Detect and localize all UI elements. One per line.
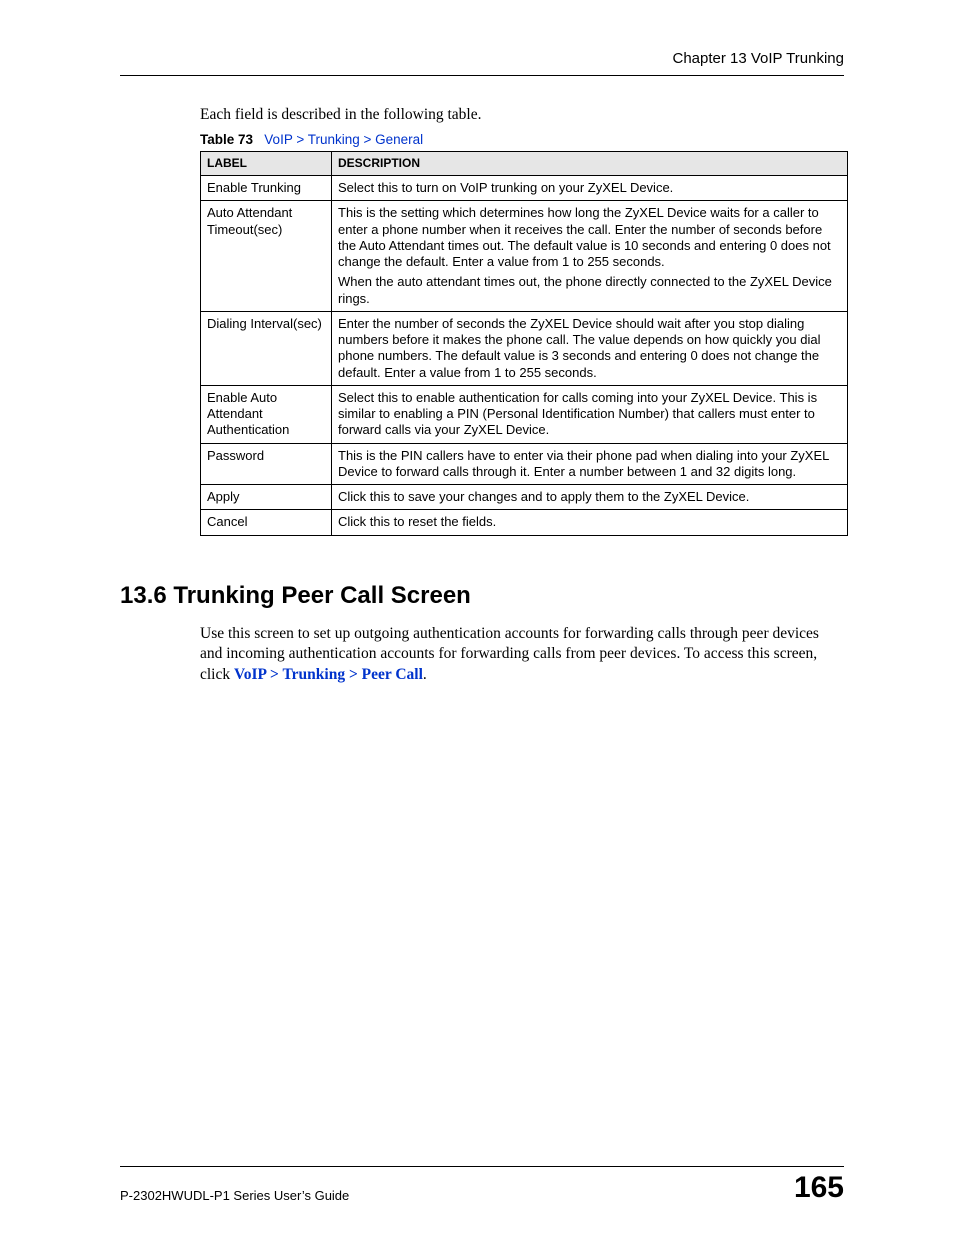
row-label: Enable Auto Attendant Authentication xyxy=(201,385,332,443)
row-desc-p: This is the setting which determines how… xyxy=(338,205,841,270)
row-desc-p: This is the PIN callers have to enter vi… xyxy=(338,448,841,481)
page-footer: P-2302HWUDL-P1 Series User’s Guide 165 xyxy=(120,1166,844,1203)
header-rule xyxy=(120,75,844,76)
intro-paragraph: Each field is described in the following… xyxy=(200,106,844,124)
row-label: Dialing Interval(sec) xyxy=(201,311,332,385)
row-description: Select this to enable authentication for… xyxy=(332,385,848,443)
section-heading: 13.6 Trunking Peer Call Screen xyxy=(120,582,844,610)
row-desc-p: Select this to turn on VoIP trunking on … xyxy=(338,180,841,196)
footer-guide-title: P-2302HWUDL-P1 Series User’s Guide xyxy=(120,1188,349,1203)
row-description: Select this to turn on VoIP trunking on … xyxy=(332,176,848,201)
row-description: Enter the number of seconds the ZyXEL De… xyxy=(332,311,848,385)
row-description: This is the PIN callers have to enter vi… xyxy=(332,443,848,485)
table-row: Enable Trunking Select this to turn on V… xyxy=(201,176,848,201)
section-body: Use this screen to set up outgoing authe… xyxy=(200,624,844,687)
row-description: Click this to save your changes and to a… xyxy=(332,485,848,510)
row-label: Cancel xyxy=(201,510,332,535)
row-label: Apply xyxy=(201,485,332,510)
table-header-label: LABEL xyxy=(201,152,332,176)
table-caption: Table 73 VoIP > Trunking > General xyxy=(200,132,844,147)
table-row: Enable Auto Attendant Authentication Sel… xyxy=(201,385,848,443)
row-description: This is the setting which determines how… xyxy=(332,201,848,312)
row-description: Click this to reset the fields. xyxy=(332,510,848,535)
footer-page-number: 165 xyxy=(794,1173,844,1203)
table-header-row: LABEL DESCRIPTION xyxy=(201,152,848,176)
row-label: Auto Attendant Timeout(sec) xyxy=(201,201,332,312)
footer-rule xyxy=(120,1166,844,1167)
table-caption-label: Table 73 xyxy=(200,132,253,147)
row-desc-p: Enter the number of seconds the ZyXEL De… xyxy=(338,316,841,381)
row-desc-p: Click this to save your changes and to a… xyxy=(338,489,841,505)
page: Chapter 13 VoIP Trunking Each field is d… xyxy=(0,0,954,1235)
chapter-header: Chapter 13 VoIP Trunking xyxy=(120,50,844,67)
row-label: Password xyxy=(201,443,332,485)
table-header-description: DESCRIPTION xyxy=(332,152,848,176)
row-desc-p: When the auto attendant times out, the p… xyxy=(338,274,841,307)
table-row: Auto Attendant Timeout(sec) This is the … xyxy=(201,201,848,312)
table-row: Cancel Click this to reset the fields. xyxy=(201,510,848,535)
row-label: Enable Trunking xyxy=(201,176,332,201)
section-body-suffix: . xyxy=(423,666,427,683)
table-caption-path[interactable]: VoIP > Trunking > General xyxy=(264,132,423,147)
row-desc-p: Click this to reset the fields. xyxy=(338,514,841,530)
table-row: Dialing Interval(sec) Enter the number o… xyxy=(201,311,848,385)
section-body-link[interactable]: VoIP > Trunking > Peer Call xyxy=(234,666,423,683)
field-description-table: LABEL DESCRIPTION Enable Trunking Select… xyxy=(200,151,848,536)
row-desc-p: Select this to enable authentication for… xyxy=(338,390,841,439)
table-row: Password This is the PIN callers have to… xyxy=(201,443,848,485)
table-row: Apply Click this to save your changes an… xyxy=(201,485,848,510)
